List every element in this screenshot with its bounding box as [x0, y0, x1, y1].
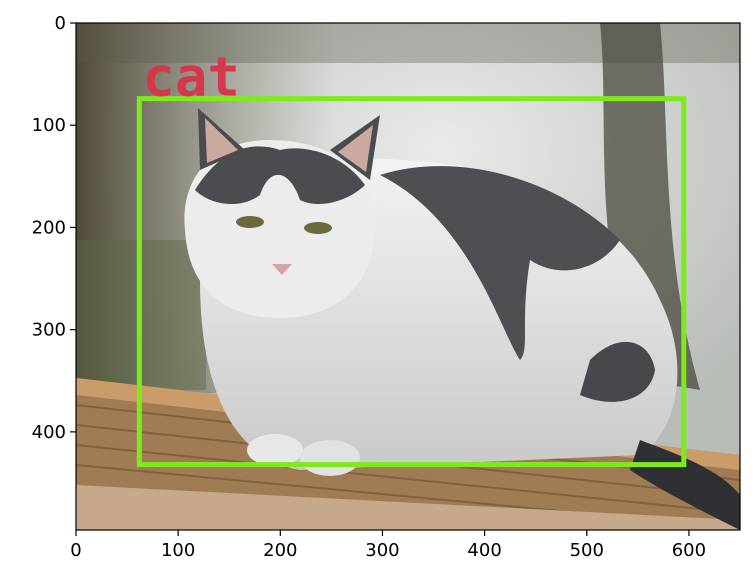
- x-tick-label: 0: [70, 540, 81, 561]
- y-tick-label: 300: [32, 320, 66, 341]
- y-tick-label: 100: [32, 115, 66, 136]
- x-tick-label: 200: [263, 540, 297, 561]
- cat-photo: [76, 23, 740, 530]
- y-axis: 0 100 200 300 400: [32, 13, 76, 443]
- x-tick-label: 300: [365, 540, 399, 561]
- y-tick-label: 400: [32, 422, 66, 443]
- detection-overlay: cat: [136, 46, 687, 468]
- x-tick-label: 600: [672, 540, 706, 561]
- bounding-box: [136, 96, 687, 468]
- y-tick-label: 200: [32, 217, 66, 238]
- x-axis: 0 100 200 300 400 500 600: [70, 530, 706, 561]
- x-tick-label: 100: [161, 540, 195, 561]
- detection-label: cat: [142, 46, 240, 109]
- axes-frame: [75, 22, 741, 531]
- x-tick-label: 400: [467, 540, 501, 561]
- y-tick-label: 0: [55, 13, 66, 34]
- x-tick-label: 500: [570, 540, 604, 561]
